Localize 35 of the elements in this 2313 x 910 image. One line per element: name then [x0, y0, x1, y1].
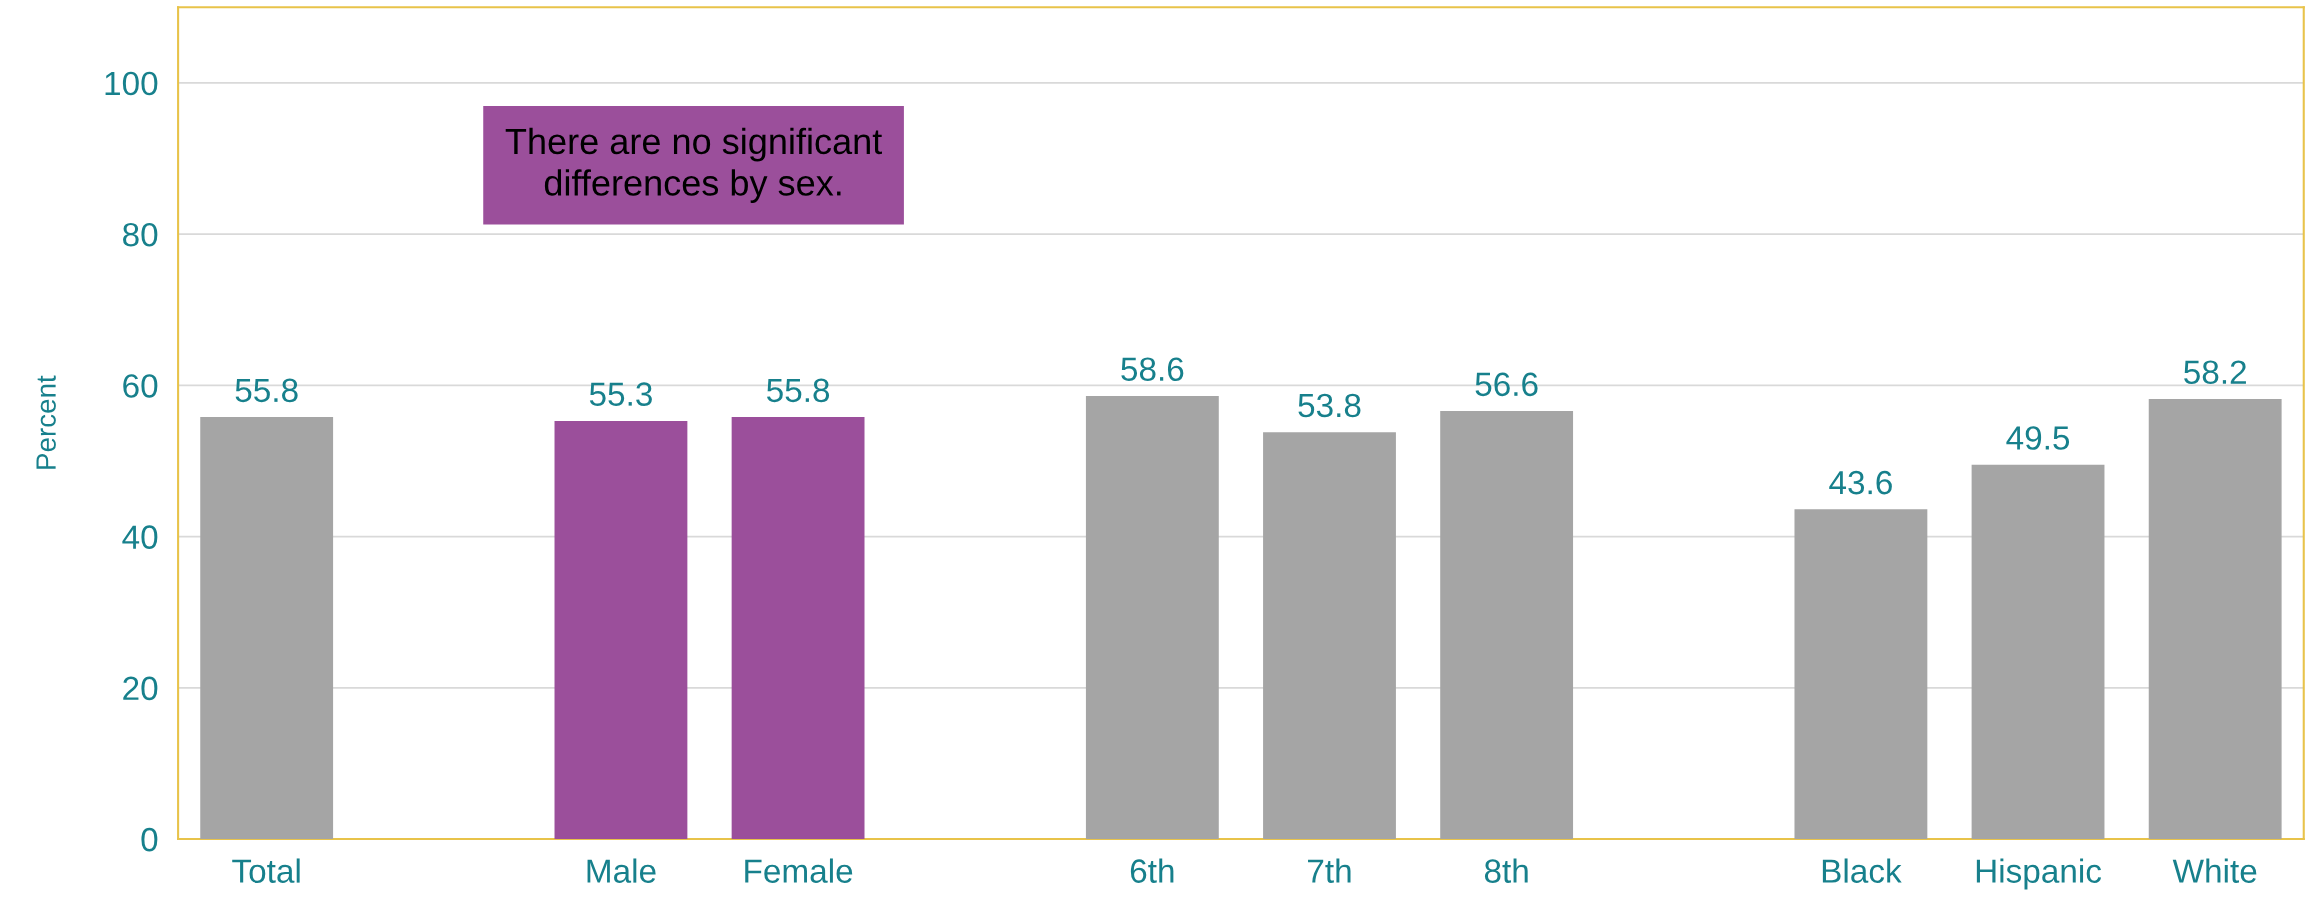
data-label: 58.6 — [1121, 357, 1184, 382]
x-tick-label: White — [2172, 858, 2257, 883]
x-tick-label: 6th — [1130, 858, 1174, 883]
x-tick-label: 7th — [1308, 858, 1351, 883]
x-tick-label: Female — [745, 858, 853, 883]
bar — [731, 417, 865, 840]
bar — [1794, 509, 1928, 840]
x-tick-label: Total — [232, 858, 300, 883]
data-label: 49.5 — [2006, 426, 2070, 450]
y-axis-title: Percent — [36, 375, 56, 469]
bar — [200, 417, 334, 840]
data-label: 55.8 — [766, 378, 830, 403]
bar — [1085, 395, 1219, 840]
data-label: 58.2 — [2184, 360, 2246, 385]
bar — [1263, 432, 1396, 840]
x-tick-label: 8th — [1484, 858, 1528, 883]
bar — [1971, 464, 2105, 840]
data-label: 55.8 — [235, 378, 298, 403]
data-label: 56.6 — [1475, 372, 1538, 397]
x-tick-label: Male — [587, 858, 656, 883]
y-tick-label: 40 — [122, 525, 158, 549]
y-tick-label: 20 — [123, 676, 158, 701]
bar — [2148, 398, 2282, 840]
y-tick-label: 0 — [141, 827, 158, 852]
data-label: 53.8 — [1298, 393, 1361, 418]
data-label: 43.6 — [1829, 470, 1892, 495]
bar — [554, 420, 688, 840]
y-tick-label: 100 — [105, 71, 158, 96]
y-tick-label: 60 — [123, 374, 158, 398]
x-tick-label: Black — [1822, 858, 1902, 883]
bar — [1440, 411, 1574, 840]
x-tick-label: Hispanic — [1976, 858, 2102, 890]
y-tick-label: 80 — [123, 222, 158, 247]
annotation: There are no significant differences by sex. — [505, 127, 882, 203]
data-label: 55.3 — [589, 382, 652, 406]
